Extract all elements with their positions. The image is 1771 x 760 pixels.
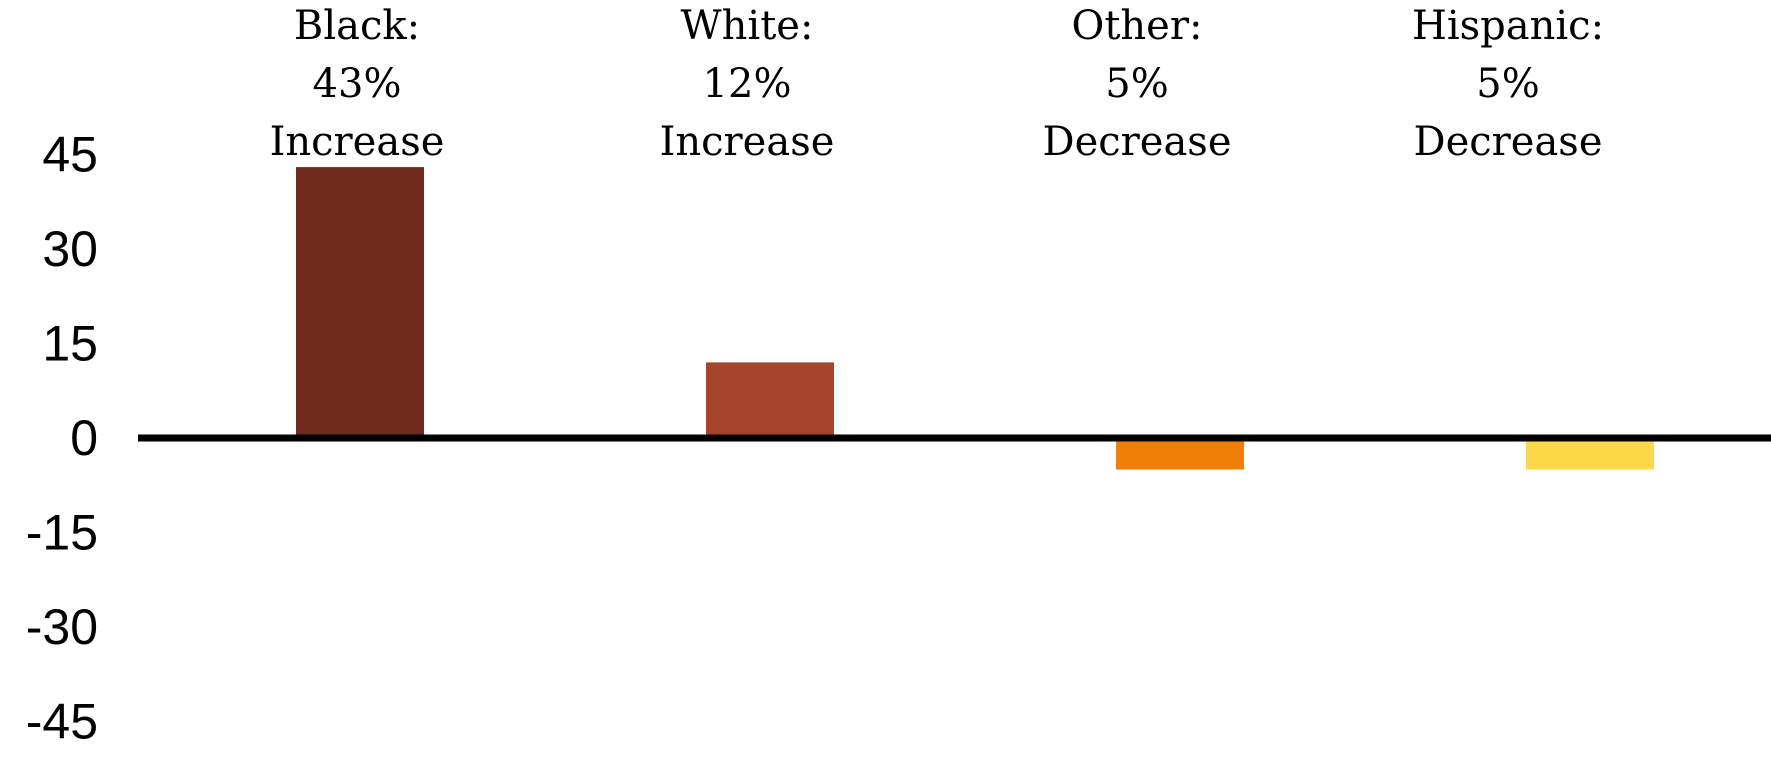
category-label-white-line-3: Increase xyxy=(660,119,835,165)
y-tick-label: 30 xyxy=(42,221,98,277)
y-tick-label: -30 xyxy=(26,599,98,655)
bar-hispanic xyxy=(1526,438,1654,470)
category-label-hispanic-line-2: 5% xyxy=(1476,61,1539,107)
category-label-other-line-3: Decrease xyxy=(1043,119,1232,165)
category-label-black-line-3: Increase xyxy=(270,119,445,165)
category-label-other-line-2: 5% xyxy=(1105,61,1168,107)
bars-group xyxy=(296,167,1654,470)
category-label-other-line-1: Other: xyxy=(1072,3,1203,49)
y-tick-label: 15 xyxy=(42,316,98,372)
y-tick-label: -45 xyxy=(26,694,98,750)
category-label-hispanic-line-1: Hispanic: xyxy=(1412,3,1604,49)
y-tick-label: -15 xyxy=(26,505,98,561)
y-tick-label: 45 xyxy=(42,127,98,183)
y-axis-ticks: 45 30 15 0 -15 -30 -45 xyxy=(26,127,98,750)
bar-other xyxy=(1116,438,1244,470)
category-label-hispanic-line-3: Decrease xyxy=(1414,119,1603,165)
category-label-black-line-1: Black: xyxy=(294,3,420,49)
bar-white xyxy=(706,362,834,438)
category-label-white-line-1: White: xyxy=(681,3,814,49)
category-label-black-line-2: 43% xyxy=(313,61,402,107)
bar-black xyxy=(296,167,424,438)
category-label-white-line-2: 12% xyxy=(703,61,792,107)
category-labels: Black: 43% Increase White: 12% Increase Other:… xyxy=(270,3,1604,165)
y-tick-label: 0 xyxy=(70,410,98,466)
